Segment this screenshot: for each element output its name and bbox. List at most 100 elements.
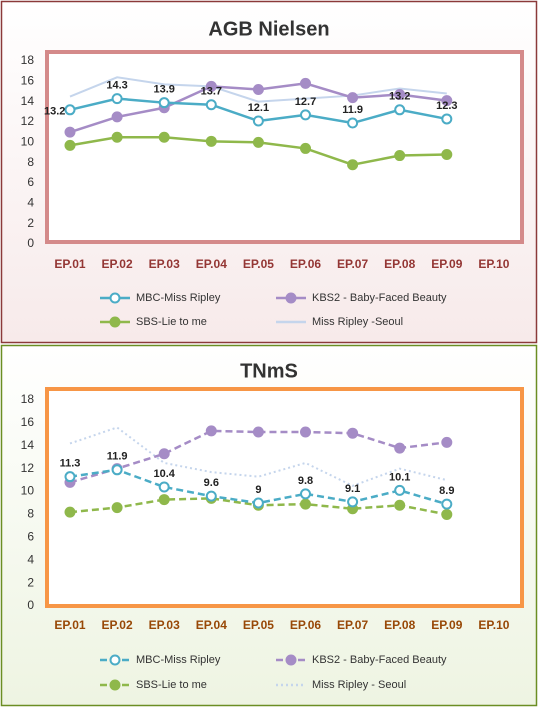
point xyxy=(300,142,311,154)
x-tick-label: EP.08 xyxy=(384,618,415,632)
point xyxy=(300,488,311,500)
point xyxy=(111,502,123,514)
y-tick-label: 14 xyxy=(21,94,35,108)
data-label: 13.7 xyxy=(201,86,222,98)
x-tick-label: EP.10 xyxy=(478,618,509,632)
plot-area xyxy=(45,387,524,608)
point xyxy=(158,481,170,493)
point xyxy=(300,498,311,510)
data-label: 9.8 xyxy=(298,475,313,487)
data-label: 12.1 xyxy=(248,102,269,114)
y-tick-label: 0 xyxy=(27,598,34,612)
point xyxy=(441,436,453,448)
point xyxy=(158,131,170,143)
data-label: 8.9 xyxy=(439,485,454,497)
point xyxy=(205,80,217,92)
chart-title: AGB Nielsen xyxy=(208,18,329,40)
point xyxy=(300,426,311,438)
y-tick-label: 18 xyxy=(21,53,35,67)
data-label: 11.3 xyxy=(60,458,81,470)
point xyxy=(205,490,217,502)
data-label: 10.1 xyxy=(389,471,410,483)
x-tick-label: EP.02 xyxy=(102,618,133,632)
x-tick-label: EP.05 xyxy=(243,618,274,632)
legend-marker xyxy=(109,679,121,691)
x-tick-label: EP.06 xyxy=(290,257,321,271)
point xyxy=(394,104,406,116)
legend-label: KBS2 - Baby-Faced Beauty xyxy=(312,654,447,666)
y-tick-label: 8 xyxy=(27,155,34,169)
point xyxy=(158,494,170,506)
point xyxy=(64,104,76,116)
data-label: 11.9 xyxy=(107,451,128,463)
plot-area xyxy=(45,50,524,244)
y-tick-label: 6 xyxy=(27,175,34,189)
x-tick-label: EP.10 xyxy=(478,257,509,271)
point xyxy=(347,427,359,439)
y-tick-label: 0 xyxy=(27,236,34,250)
data-label: 10.4 xyxy=(153,468,175,480)
point xyxy=(441,113,453,125)
legend-marker xyxy=(109,654,121,666)
point xyxy=(252,136,264,148)
point xyxy=(347,117,359,129)
point xyxy=(300,77,311,89)
x-tick-label: EP.07 xyxy=(337,257,368,271)
data-label: 13.2 xyxy=(44,106,65,118)
point xyxy=(158,448,170,460)
point xyxy=(252,426,264,438)
x-tick-label: EP.04 xyxy=(196,257,227,271)
point xyxy=(347,159,359,171)
data-label: 12.7 xyxy=(295,96,316,108)
legend-marker xyxy=(109,292,121,304)
x-tick-label: EP.06 xyxy=(290,618,321,632)
data-label: 9.6 xyxy=(204,477,219,489)
point xyxy=(252,115,264,127)
x-tick-label: EP.01 xyxy=(54,618,85,632)
legend-marker xyxy=(285,292,297,304)
point xyxy=(111,93,123,105)
data-label: 9 xyxy=(255,484,261,496)
series-line xyxy=(69,76,447,103)
point xyxy=(394,89,406,101)
series-line xyxy=(69,429,447,484)
y-tick-label: 16 xyxy=(21,415,35,429)
point xyxy=(394,484,406,496)
point xyxy=(111,464,123,476)
x-tick-label: EP.09 xyxy=(431,618,462,632)
point xyxy=(111,111,123,123)
point xyxy=(64,126,76,138)
y-tick-label: 4 xyxy=(27,552,34,566)
point xyxy=(252,497,264,509)
x-tick-label: EP.03 xyxy=(149,618,180,632)
point xyxy=(441,508,453,520)
y-tick-label: 8 xyxy=(27,507,34,521)
y-tick-label: 6 xyxy=(27,530,34,544)
legend-label: SBS-Lie to me xyxy=(136,679,207,691)
chart-title: TNmS xyxy=(240,360,298,382)
point xyxy=(205,99,217,111)
data-label: 14.3 xyxy=(106,80,127,92)
x-tick-label: EP.03 xyxy=(149,257,180,271)
y-tick-label: 2 xyxy=(27,216,34,230)
data-label: 9.1 xyxy=(345,483,360,495)
point xyxy=(441,498,453,510)
x-tick-label: EP.09 xyxy=(431,257,462,271)
point xyxy=(300,109,311,121)
x-tick-label: EP.01 xyxy=(54,257,85,271)
y-tick-label: 12 xyxy=(21,461,35,475)
point xyxy=(441,95,453,107)
point xyxy=(64,506,76,518)
point xyxy=(205,425,217,437)
data-label: 13.2 xyxy=(389,91,410,103)
legend-label: KBS2 - Baby-Faced Beauty xyxy=(312,292,447,304)
legend-marker xyxy=(285,654,297,666)
data-label: 13.9 xyxy=(153,84,174,96)
point xyxy=(64,139,76,151)
legend-marker xyxy=(109,316,121,328)
y-tick-label: 14 xyxy=(21,438,35,452)
legend-label: Miss Ripley - Seoul xyxy=(312,679,406,691)
y-tick-label: 12 xyxy=(21,114,35,128)
point xyxy=(347,92,359,104)
